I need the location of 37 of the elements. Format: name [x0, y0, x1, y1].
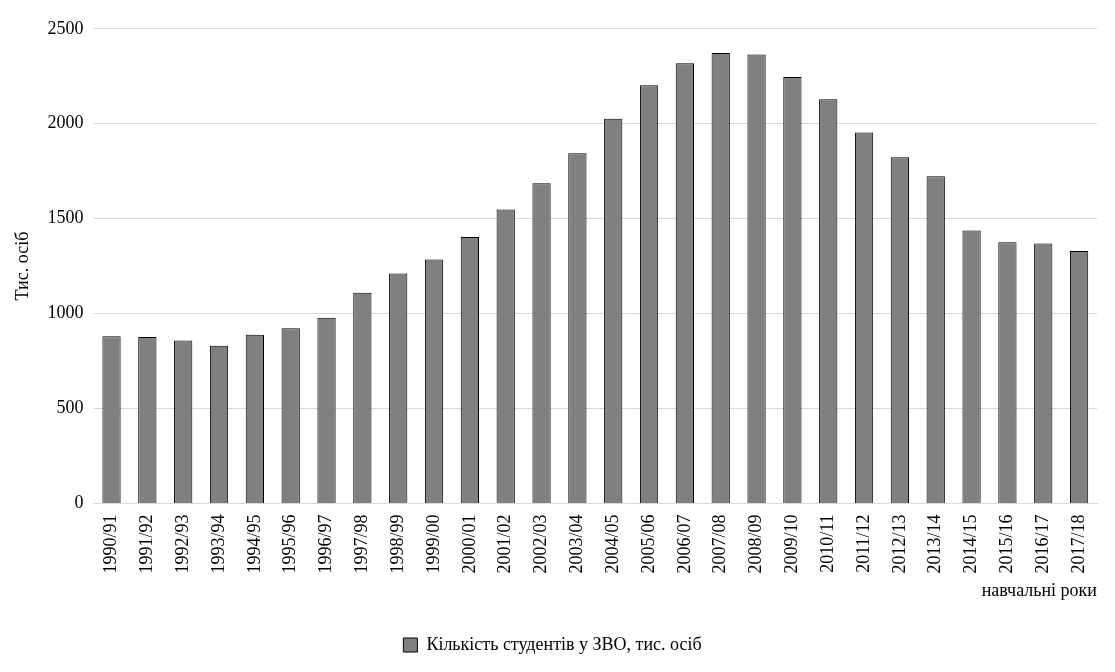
x-tick-label: 1990/91	[100, 514, 121, 574]
x-tick-label: 2014/15	[960, 514, 981, 574]
x-tick-label: 2015/16	[996, 514, 1017, 574]
x-tick-label: 2004/05	[601, 514, 622, 574]
x-tick-label: 1998/99	[386, 514, 407, 574]
y-tick-label: 2000	[47, 112, 84, 133]
x-tick-label: 2006/07	[673, 514, 694, 574]
y-tick-label: 1000	[47, 302, 84, 323]
legend-label: Кількість студентів у ЗВО, тис. осіб	[426, 633, 702, 654]
x-tick-label: 2008/09	[745, 514, 766, 574]
x-tick-label: 2013/14	[924, 514, 945, 574]
y-axis-title: Тис. осіб	[11, 231, 32, 301]
x-tick-label: 2007/08	[709, 514, 730, 574]
y-tick-label: 500	[56, 397, 84, 418]
x-axis-title: навчальні роки	[981, 579, 1098, 600]
x-tick-label: 2009/10	[781, 514, 802, 574]
x-tick-label: 2017/18	[1067, 514, 1088, 574]
x-tick-label: 2002/03	[530, 514, 551, 574]
x-tick-label: 2016/17	[1031, 514, 1052, 574]
x-tick-label: 2010/11	[816, 514, 837, 573]
x-tick-label: 2003/04	[566, 514, 587, 574]
x-tick-label: 2012/13	[888, 514, 909, 574]
x-tick-label: 1997/98	[351, 514, 372, 574]
x-tick-label: 1993/94	[207, 514, 228, 574]
x-tick-label: 2011/12	[852, 514, 873, 573]
x-tick-label: 1999/00	[422, 514, 443, 574]
x-tick-label: 1995/96	[279, 514, 300, 574]
x-tick-label: 1994/95	[243, 514, 264, 574]
x-tick-label: 1992/93	[171, 514, 192, 574]
y-tick-label: 1500	[47, 207, 84, 228]
x-tick-label: 2005/06	[637, 514, 658, 574]
x-tick-label: 1991/92	[136, 514, 157, 574]
x-tick-label: 2000/01	[458, 514, 479, 574]
y-tick-label: 2500	[47, 17, 84, 38]
x-tick-label: 1996/97	[315, 514, 336, 574]
y-tick-label: 0	[74, 492, 84, 513]
x-tick-label: 2001/02	[494, 514, 515, 574]
